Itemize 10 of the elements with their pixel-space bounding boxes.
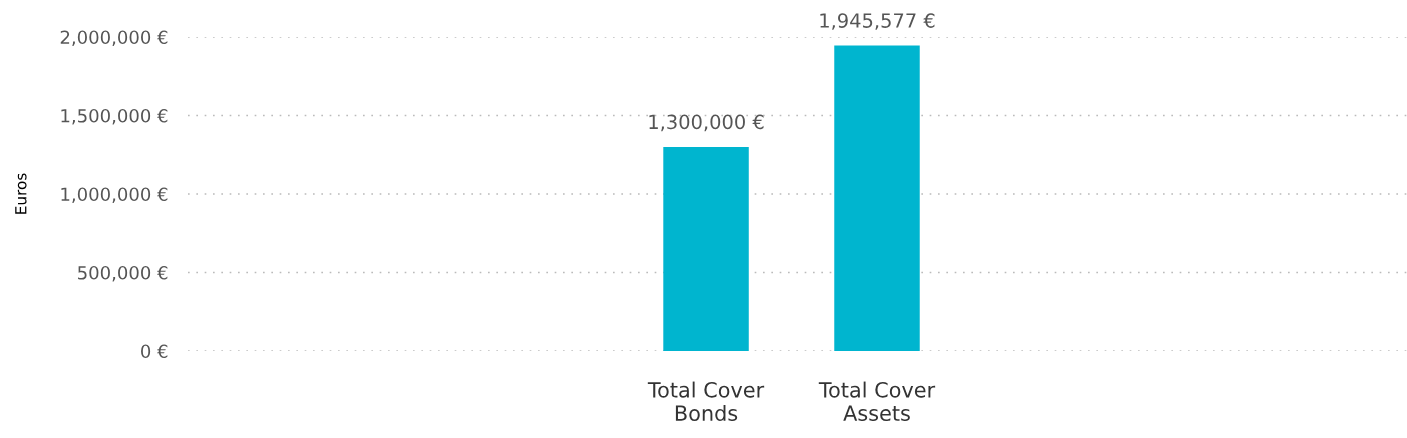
y-axis-title: Euros	[15, 173, 27, 214]
x-tick-label: Total Cover Assets	[818, 381, 936, 422]
y-tick-label: 2,000,000 €	[60, 30, 168, 46]
data-label: 1,300,000 €	[649, 114, 764, 132]
y-tick-label: 0 €	[141, 344, 168, 359]
y-tick-label: 1,500,000 €	[61, 108, 168, 125]
x-tick-label: Total Cover Bonds	[647, 381, 765, 422]
y-tick-label: 500,000 €	[78, 265, 168, 282]
data-label: 1,945,577 €	[820, 13, 935, 30]
y-tick-label: 1,000,000 €	[61, 187, 168, 203]
